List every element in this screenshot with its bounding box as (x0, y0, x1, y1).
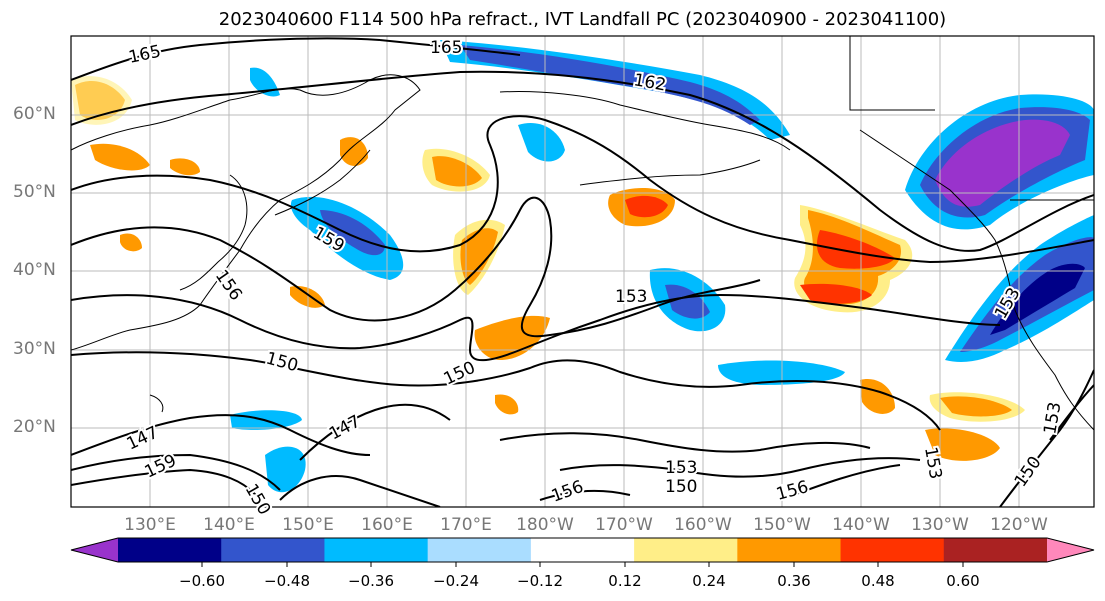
shade-blob-kamchatka (518, 122, 565, 162)
lat-label: 50°N (13, 182, 56, 202)
colorbar-tick-label: 0.60 (946, 572, 980, 590)
lon-label: 170°E (440, 515, 492, 535)
colorbar (70, 537, 1095, 567)
shade-aleutian-core (625, 195, 668, 218)
colorbar-segment (324, 538, 429, 562)
coast-japan (179, 174, 248, 291)
shade-spot-b (170, 158, 200, 176)
shade-canada-core (935, 119, 1070, 207)
colorbar-segment (634, 538, 738, 562)
colorbar-tick-label: 0.36 (777, 572, 811, 590)
lon-label: 140°W (832, 515, 890, 535)
colorbar-segment (840, 538, 945, 562)
lon-label: 130°E (124, 515, 176, 535)
lon-label: 170°W (595, 515, 653, 535)
lon-label: 160°E (361, 515, 413, 535)
contour-150 (71, 351, 941, 431)
shade-sub-20n (925, 428, 1000, 461)
shade-east-20n-b-core (940, 396, 1012, 417)
shade-midpac-band (474, 315, 550, 360)
shade-spot-d (495, 394, 519, 415)
contour-east-156 (539, 489, 631, 501)
colorbar-tick-label: −0.24 (433, 572, 479, 590)
contour-label: 153 (615, 287, 647, 307)
contour-159 (71, 115, 1094, 264)
contour-156 (71, 196, 761, 338)
lon-label: 140°E (203, 515, 255, 535)
shade-north-pacific-core (320, 210, 385, 256)
contour-label: 165 (430, 38, 462, 58)
map-frame (70, 35, 1095, 508)
shade-kamchatka-core (432, 156, 482, 187)
contour-label: 153 (665, 458, 697, 478)
positive-shading (71, 76, 1025, 461)
shade-small-2 (265, 446, 306, 493)
contour-153 (71, 293, 1001, 362)
lon-label: 120°W (990, 515, 1048, 535)
shade-spot-c (120, 233, 142, 252)
lat-label: 20°N (13, 417, 56, 437)
contour-east-153 (499, 432, 871, 453)
shade-west-60n-outer (71, 76, 132, 125)
contour-162 (71, 70, 1094, 252)
coast-alaska (499, 91, 791, 151)
height-contours (71, 37, 1094, 507)
map-title: 2023040600 F114 500 hPa refract., IVT La… (218, 9, 947, 30)
contour-165-b (379, 39, 521, 56)
colorbar-segment (943, 538, 1048, 562)
lat-label: 30°N (13, 339, 56, 359)
coast-taiwan (149, 394, 164, 413)
coastlines (71, 36, 1094, 431)
colorbar-tick-label: −0.48 (264, 572, 310, 590)
contour-east-156-b (779, 464, 901, 501)
colorbar-tick-label: −0.36 (348, 572, 394, 590)
shade-gulf-core (816, 230, 895, 269)
shade-east-20n (860, 379, 895, 414)
coast-nam (859, 129, 1094, 431)
shade-japan-a (90, 143, 150, 171)
contour-165-a (71, 37, 381, 81)
lon-label: 150°W (753, 515, 811, 535)
colorbar-tick-label: −0.60 (179, 572, 225, 590)
coast-kuril (274, 149, 371, 216)
colorbar-tick-label: 0.24 (692, 572, 726, 590)
colorbar-extend-low (71, 538, 118, 562)
colorbar-segment (737, 538, 842, 562)
lon-label: 150°E (282, 515, 334, 535)
contour-south-1 (71, 453, 281, 491)
shade-okhotsk (340, 137, 368, 166)
colorbar-segment (118, 538, 222, 562)
shade-alaska-core (460, 45, 760, 125)
contour-ne-153 (1049, 384, 1094, 441)
contour-147 (71, 414, 371, 456)
lon-label: 180°W (516, 515, 574, 535)
contour-label: 150 (665, 477, 697, 497)
contour-east-150 (559, 457, 921, 478)
colorbar-tick-label: −0.12 (517, 572, 563, 590)
colorbar-tick-label: 0.48 (861, 572, 895, 590)
colorbar-segment (530, 538, 635, 562)
shade-gulf-core-2 (800, 283, 872, 304)
border-canada (849, 36, 935, 111)
colorbar-tick-label: 0.12 (608, 572, 642, 590)
colorbar-segment (221, 538, 325, 562)
contour-south-3 (279, 475, 441, 507)
lon-label: 130°W (911, 515, 969, 535)
colorbar-outline (70, 537, 1095, 563)
contour-far-east (999, 369, 1094, 507)
coast-aleutian (579, 159, 761, 186)
colorbar-segment (427, 538, 532, 562)
shade-coast-core (990, 263, 1085, 335)
colorbar-extend-high (1047, 538, 1094, 562)
shade-midpac-core (665, 284, 710, 319)
contour-south-2 (71, 468, 261, 501)
lat-label: 40°N (13, 260, 56, 280)
lon-label: 160°W (674, 515, 732, 535)
contour-147-b (299, 403, 451, 461)
lat-label: 60°N (13, 104, 56, 124)
